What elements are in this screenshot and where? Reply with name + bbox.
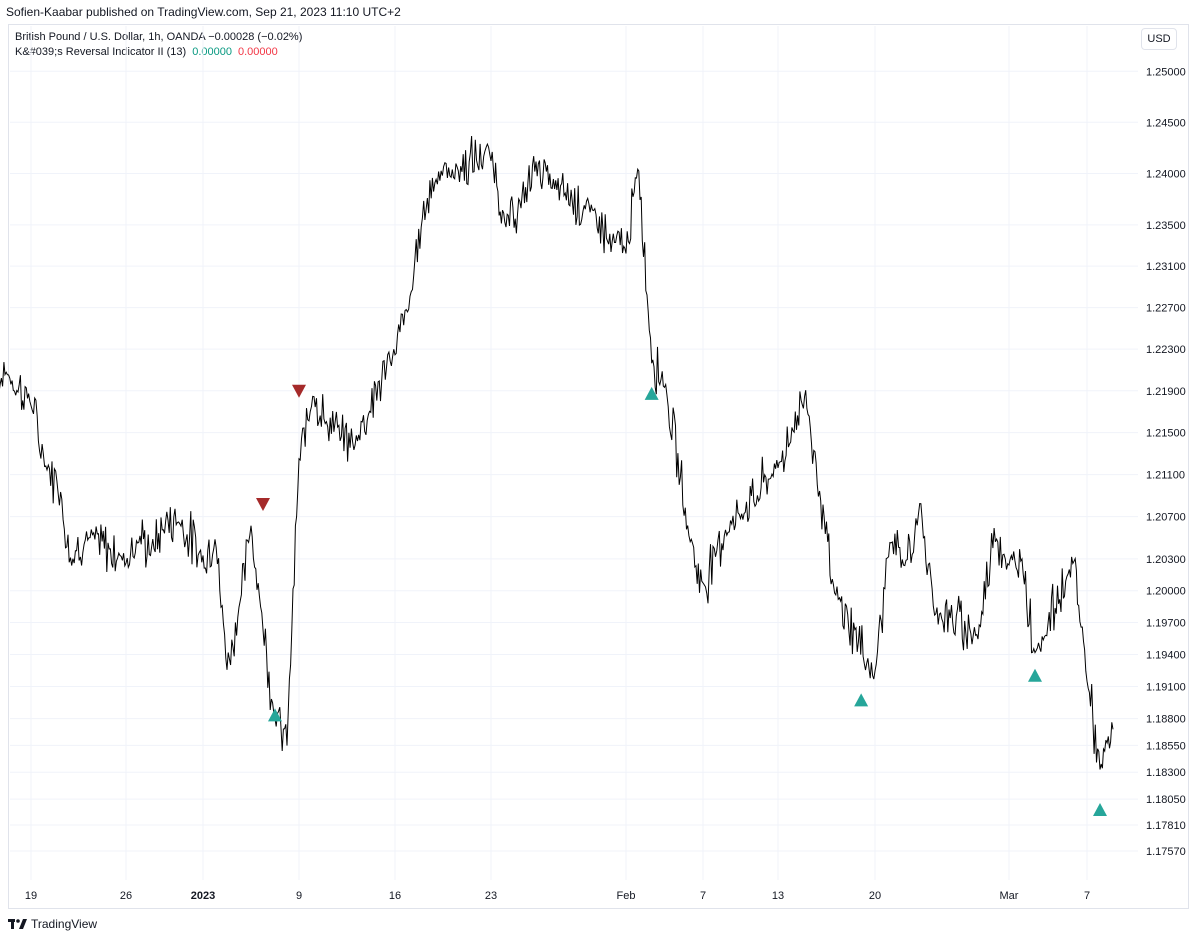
x-tick-label: 9 (296, 890, 302, 902)
x-axis-labels: 19 26 2023 9 16 23 Feb 7 13 20 Mar 7 (25, 890, 1090, 902)
bearish-signal-marker (256, 498, 270, 512)
y-tick-label: 1.21100 (1146, 470, 1185, 482)
bullish-signal-marker (1093, 802, 1107, 816)
indicator-legend[interactable]: K&#039;s Reversal Indicator II (13) 0.000… (15, 46, 278, 58)
x-tick-label: Mar (1000, 890, 1019, 902)
bullish-signal-marker (1028, 668, 1042, 682)
y-tick-label: 1.17570 (1146, 846, 1186, 858)
symbol-legend[interactable]: British Pound / U.S. Dollar, 1h, OANDA −… (15, 31, 302, 43)
y-axis-labels: 1.25000 1.24500 1.24000 1.23500 1.23100 1.227… (1146, 66, 1186, 858)
y-tick-label: 1.21900 (1146, 386, 1186, 398)
y-tick-label: 1.22300 (1146, 344, 1186, 356)
y-tick-label: 1.21500 (1146, 428, 1186, 440)
signal-markers (256, 384, 1107, 816)
chart-grid (10, 26, 1138, 880)
y-tick-label: 1.23100 (1146, 261, 1186, 273)
chart-frame (8, 24, 1189, 909)
x-tick-label: 16 (389, 890, 401, 902)
x-tick-label: 20 (869, 890, 881, 902)
y-tick-label: 1.19100 (1146, 681, 1186, 693)
y-tick-label: 1.18050 (1146, 794, 1186, 806)
y-tick-label: 1.19700 (1146, 618, 1186, 630)
bullish-signal-marker (268, 708, 282, 722)
indicator-name: K&#039;s Reversal Indicator II (13) (15, 46, 187, 58)
y-tick-label: 1.23500 (1146, 220, 1186, 232)
x-tick-label: 13 (772, 890, 784, 902)
x-tick-label: 7 (1084, 890, 1090, 902)
x-tick-label: 7 (700, 890, 706, 902)
y-tick-label: 1.18550 (1146, 740, 1186, 752)
y-tick-label: 1.24000 (1146, 168, 1186, 180)
indicator-value-bullish: 0.00000 (192, 46, 232, 58)
bullish-signal-marker (854, 693, 869, 707)
x-tick-label: 26 (120, 890, 132, 902)
publisher-line: Sofien-Kaabar published on TradingView.c… (6, 5, 401, 19)
brand-name: TradingView (31, 916, 98, 931)
price-series-line (0, 135, 1114, 770)
symbol-legend-text: British Pound / U.S. Dollar, 1h, OANDA −… (15, 31, 303, 43)
indicator-value-bearish: 0.00000 (237, 46, 278, 58)
bearish-signal-marker (292, 384, 306, 398)
y-tick-label: 1.17810 (1146, 820, 1186, 832)
y-tick-label: 1.25000 (1146, 66, 1186, 78)
y-tick-label: 1.22700 (1146, 303, 1186, 315)
x-tick-label: 19 (25, 890, 37, 902)
tradingview-logo-icon (8, 918, 27, 929)
y-tick-label: 1.18800 (1146, 714, 1186, 726)
y-tick-label: 1.20300 (1146, 554, 1186, 566)
y-tick-label: 1.20000 (1146, 586, 1186, 598)
x-tick-label: 2023 (191, 890, 215, 902)
x-tick-label: Feb (617, 890, 636, 902)
currency-button[interactable]: USD (1141, 28, 1177, 50)
bullish-signal-marker (644, 386, 659, 400)
y-tick-label: 1.24500 (1146, 117, 1186, 129)
y-tick-label: 1.20700 (1146, 512, 1186, 524)
y-tick-label: 1.18300 (1146, 767, 1186, 779)
x-tick-label: 23 (485, 890, 497, 902)
y-tick-label: 1.19400 (1146, 649, 1186, 661)
tradingview-brand[interactable]: TradingView (8, 916, 97, 931)
